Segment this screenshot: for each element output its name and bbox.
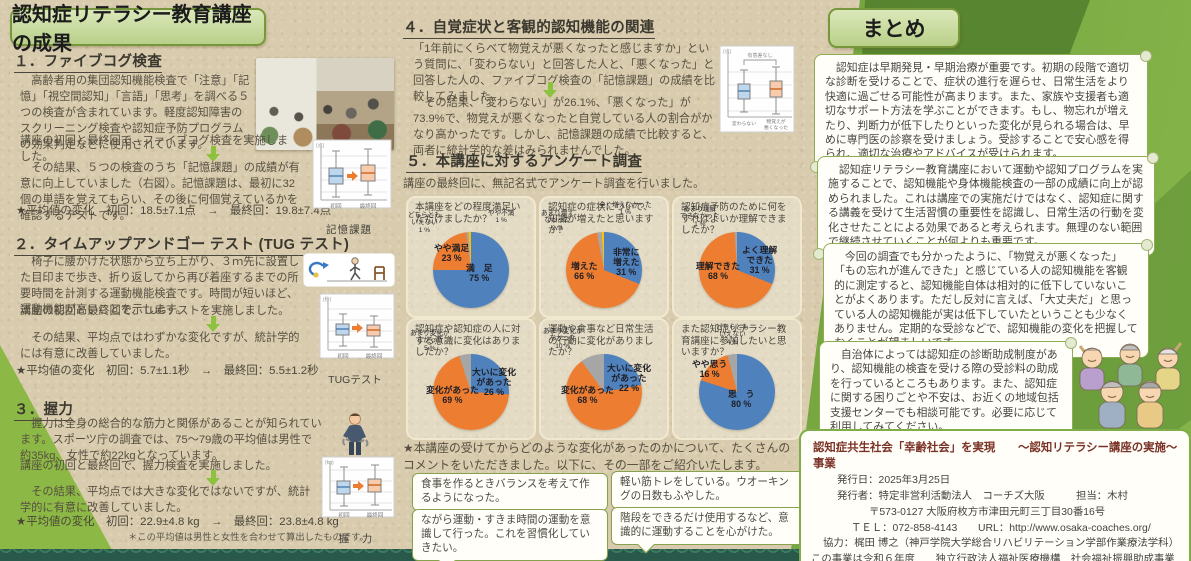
grant-note: この事業は令和６年度 独立行政法人福祉医療機構 社会福祉振興助成事業の助成を受け…: [811, 554, 1175, 561]
comment-bubble: 階段をできるだけ使用するなど、意識的に運動することを心がけた。: [611, 507, 807, 545]
improvement-arrow-icon: [347, 171, 358, 181]
survey-pie-prevention: 認知症予防のために何をすればよいか理解できましたか？ よく理解 できた 31 % …: [672, 196, 802, 318]
section3-footnote: ＊この平均値は男性と女性を合わせて算出したものです。: [128, 532, 369, 542]
page-title: 認知症リテラシー教育講座の成果: [10, 4, 266, 55]
section2-paragraph1: 椅子に腰かけた状態から立ち上がり、３ｍ先に設置した目印まで歩き、折り返してから再…: [20, 256, 300, 316]
section1-paragraph3: その結果、５つの検査のうち「記憶課題」の成績が有意に向上していました（右図）。記…: [20, 162, 300, 222]
boxplot-subjective-svg: (点) 有意差なし 変わらない 物覚えが 悪くなった: [719, 45, 795, 133]
survey-pie-participate-again: また認知症リテラシー教育講座に参加したいと思いますか？ 思 う 80 % やや思う…: [672, 318, 802, 440]
survey-pie-behavior: 運動や食事など日常生活の行動に変化がありましたか？ 大いに変化 があった 22 %…: [539, 318, 669, 440]
grip-strength-person-icon: [342, 413, 369, 455]
svg-text:物覚えが: 物覚えが: [766, 118, 785, 125]
svg-text:初回: 初回: [337, 352, 349, 360]
summary-note: 今回の調査でも分かったように、「物覚えが悪くなった」「もの忘れが進んできた」と感…: [819, 239, 1153, 362]
section2-paragraph3: その結果、平均点ではわずかな変化ですが、統計学的には有意に改善していました。: [20, 332, 300, 360]
section2-paragraph2: 講座の初回と最終回で、TUGテストを実施しました。: [20, 305, 290, 317]
elderly-group-illustration: [1078, 342, 1183, 429]
section2-stat: ★平均値の変化 初回：5.7±1.1秒 → 最終回：5.5±1.2秒: [16, 365, 319, 377]
down-arrow-icon: [206, 316, 220, 332]
publisher: 発行者：特定非営利活動法人 コーチズ大阪 担当：木村: [837, 490, 1128, 502]
section3-paragraph2: 講座の初回と最終回で、握力検査を実施しました。: [20, 460, 277, 472]
comment-bubble: 食事を作るときバランスを考えて作るようになった。: [412, 473, 608, 511]
pie-question: 本講座をどの程度満足いただけましたか？: [415, 202, 521, 225]
section3-paragraph3: その結果、平均点では大きな変化ではないですが、統計学的に有意に改善していました。: [20, 486, 311, 514]
section5-heading: ５．本講座に対するアンケート調査: [406, 150, 643, 173]
section4-heading: ４．自覚症状と客観的認知機能の関連: [403, 16, 655, 39]
svg-text:初回: 初回: [330, 202, 342, 210]
down-arrow-icon: [206, 146, 220, 162]
boxplot-tug: (秒) 初回 最終回 TUGテスト: [314, 292, 396, 387]
svg-text:初回: 初回: [338, 511, 350, 519]
boxplot-grip: (kg) 初回 最終回 握 力: [316, 455, 396, 546]
summary-note: 認知症は早期発見・早期治療が重要です。初期の段階で適切な診断を受けることで、症状…: [810, 50, 1152, 173]
svg-text:有意差なし: 有意差なし: [747, 52, 772, 59]
lecture-photo: [256, 58, 394, 150]
survey-pie-knowledge: 認知症の症状について、知識が増えたと思いますか？ 非常に 増えた 31 % 増えた…: [539, 196, 669, 318]
svg-text:(秒): (秒): [323, 296, 332, 303]
survey-pie-satisfaction: 本講座をどの程度満足いただけましたか？ 満 足 75 % やや満足 23 % どちら…: [406, 196, 536, 318]
boxplot-grip-svg: (kg) 初回 最終回: [321, 456, 395, 519]
boxplot-tug-svg: (秒) 初回 最終回: [319, 293, 395, 360]
address: 〒573-0127 大阪府枚方市津田元町三丁目30番16号: [869, 506, 1106, 518]
boxplot-memory: (点) 初回 最終回 記憶課題: [305, 138, 393, 237]
svg-text:(kg): (kg): [325, 460, 334, 466]
section2-heading: ２．タイムアップアンドゴー テスト (TUG テスト): [14, 233, 350, 256]
summary-note: 自治体によっては認知症の診断助成制度があり、認知機能の検査を受ける際の受診料の助…: [815, 336, 1077, 446]
tug-test-illustration: [303, 253, 395, 287]
issue-date: 発行日：2025年3月25日: [837, 475, 951, 486]
improvement-arrow-icon: [353, 481, 364, 491]
section3-heading: ３．握力: [14, 398, 74, 421]
svg-text:(点): (点): [316, 143, 325, 149]
tel-url: ＴＥＬ：072-858-4143 URL：http://www.osaka-co…: [851, 522, 1151, 534]
pie-chart: [566, 232, 642, 308]
section3-stat: ★平均値の変化 初回：22.9±4.8 kg → 最終回：23.8±4.8 kg: [16, 516, 339, 528]
comment-bubble: 軽い筋トレをしている。ウオーキングの日数もふやした。: [611, 471, 807, 509]
down-arrow-icon: [543, 82, 557, 98]
pie-chart: [699, 354, 775, 430]
cooperation: 協力：梶田 博之（神戸学院大学総合リハビリテーション学部作業療法学科）: [823, 538, 1179, 550]
publication-info-box: 認知症共生社会「幸齢社会」を実現 ～認知リテラシー講座の実施～ 事業 発行日：2…: [799, 429, 1191, 561]
pie-chart: [433, 232, 509, 308]
section5-intro: 講座の最終回に、無記名式でアンケート調査を行いました。: [403, 178, 705, 190]
section1-heading: １．ファイブコグ検査: [14, 50, 162, 73]
pie-chart: [566, 354, 642, 430]
pie-chart: [433, 354, 509, 430]
section4-paragraph1: 「1年前にくらべて物覚えが悪くなったと感じますか」という質問に、「変わらない」と…: [413, 43, 716, 103]
summary-title: まとめ: [828, 8, 960, 48]
svg-text:最終回: 最終回: [360, 202, 377, 210]
section1-paragraph2: 講座の初回と最終回で、ファイブコグ検査を実施しました。: [20, 135, 289, 163]
section4-paragraph2: その結果、「変わらない」が26.1%、「悪くなった」が73.9%で、物覚えが悪く…: [413, 97, 714, 157]
survey-pie-attitude: 認知症や認知症の人に対する意識に変化はありましたか？ 大いに変化 があった 26 …: [406, 318, 536, 440]
down-arrow-icon: [206, 470, 220, 486]
boxplot-memory-svg: (点) 初回 最終回: [312, 139, 392, 210]
svg-text:(点): (点): [723, 49, 732, 55]
boxplot-tug-caption: TUGテスト: [328, 374, 382, 386]
pie-chart: [699, 232, 775, 308]
comment-bubble: ながら運動・すきま時間の運動を意識して行った。これを習慣化していきたい。: [412, 509, 608, 561]
comments-intro: ★本講座の受けてからどのような変化があったのかについて、たくさんのコメントをいた…: [403, 441, 791, 472]
svg-text:変わらない: 変わらない: [732, 120, 756, 127]
summary-note: 認知症リテラシー教育講座において運動や認知プログラムを実施することで、認知機能や…: [813, 151, 1159, 261]
section1-stat: ★平均値の変化 初回：18.5±7.1点 → 最終回：19.8±7.4点: [16, 205, 332, 217]
svg-text:悪くなった: 悪くなった: [764, 124, 788, 131]
svg-text:最終回: 最終回: [366, 352, 383, 360]
section1-paragraph1: 高齢者用の集団認知機能検査で「注意」「記憶」「視空間認知」「言語」「思考」を調べ…: [20, 75, 250, 151]
boxplot-memory-caption: 記憶課題: [326, 224, 372, 236]
boxplot-grip-caption: 握 力: [338, 533, 374, 545]
project-title: 認知症共生社会「幸齢社会」を実現 ～認知リテラシー講座の実施～ 事業: [813, 442, 1191, 470]
boxplot-subjective: (点) 有意差なし 変わらない 物覚えが 悪くなった: [714, 44, 798, 141]
improvement-arrow-icon: [352, 323, 363, 333]
section3-paragraph1: 握力は全身の総合的な筋力と関係があることが知られています。スポーツ庁の調査では、…: [20, 418, 322, 462]
svg-text:最終回: 最終回: [367, 511, 384, 519]
